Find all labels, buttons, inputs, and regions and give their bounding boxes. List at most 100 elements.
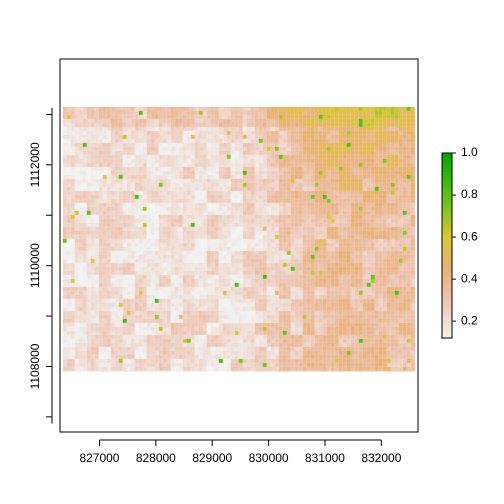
raster-cell — [94, 218, 99, 223]
raster-cell — [198, 174, 203, 179]
raster-cell — [354, 246, 359, 251]
raster-cell — [294, 198, 299, 203]
raster-cell — [358, 234, 363, 239]
raster-cell — [66, 306, 71, 311]
raster-cell — [390, 250, 395, 255]
raster-cell — [130, 202, 135, 207]
raster-cell — [374, 222, 379, 227]
raster-cell — [338, 134, 343, 139]
raster-cell — [210, 314, 215, 319]
raster-cell — [334, 314, 339, 319]
raster-cell — [222, 222, 227, 227]
raster-cell — [150, 214, 155, 219]
raster-cell — [98, 234, 103, 239]
raster-cell — [362, 198, 367, 203]
raster-cell — [302, 286, 307, 291]
raster-cell — [326, 298, 331, 303]
raster-cell — [226, 150, 231, 155]
raster-cell — [306, 238, 311, 243]
raster-cell — [74, 122, 79, 127]
raster-cell — [238, 266, 243, 271]
raster-cell — [286, 214, 291, 219]
raster-cell — [110, 170, 115, 175]
raster-cell — [374, 318, 379, 323]
raster-cell — [190, 226, 195, 231]
raster-cell — [202, 118, 207, 123]
raster-cell — [162, 278, 167, 283]
raster-cell — [386, 138, 391, 143]
raster-cell — [158, 302, 163, 307]
raster-cell — [262, 286, 267, 291]
raster-cell — [138, 182, 143, 187]
raster-cell — [354, 218, 359, 223]
raster-cell — [190, 274, 195, 279]
raster-cell — [410, 122, 415, 127]
raster-cell — [122, 110, 127, 115]
raster-cell — [382, 130, 387, 135]
raster-cell — [66, 310, 71, 315]
raster-cell — [402, 226, 407, 231]
raster-cell — [126, 246, 131, 251]
raster-cell — [274, 190, 279, 195]
raster-cell — [114, 174, 119, 179]
raster-cell — [82, 270, 87, 275]
raster-cell — [398, 210, 403, 215]
raster-cell — [130, 130, 135, 135]
raster-cell — [118, 110, 123, 115]
raster-cell — [346, 138, 351, 143]
raster-cell — [150, 266, 155, 271]
raster-cell — [362, 242, 367, 247]
raster-cell — [98, 226, 103, 231]
raster-cell — [370, 306, 375, 311]
raster-cell — [114, 222, 119, 227]
raster-cell — [358, 166, 363, 171]
raster-cell — [302, 210, 307, 215]
raster-cell — [198, 274, 203, 279]
raster-cell — [214, 302, 219, 307]
raster-cell — [94, 166, 99, 171]
raster-cell — [234, 258, 239, 263]
raster-cell — [122, 246, 127, 251]
raster-cell — [342, 174, 347, 179]
raster-cell — [126, 294, 131, 299]
raster-cell — [170, 246, 175, 251]
raster-cell — [326, 302, 331, 307]
raster-cell — [118, 306, 123, 311]
raster-cell — [298, 238, 303, 243]
raster-cell — [266, 278, 271, 283]
raster-cell — [258, 230, 263, 235]
raster-cell — [82, 130, 87, 135]
raster-cell — [362, 274, 367, 279]
raster-cell — [286, 218, 291, 223]
raster-cell — [322, 226, 327, 231]
raster-cell — [162, 138, 167, 143]
raster-cell — [238, 298, 243, 303]
raster-cell — [158, 246, 163, 251]
raster-cell — [210, 154, 215, 159]
raster-cell — [182, 306, 187, 311]
raster-cell — [114, 290, 119, 295]
raster-cell — [262, 150, 267, 155]
raster-cell — [230, 118, 235, 123]
raster-cell — [406, 198, 411, 203]
raster-cell — [94, 290, 99, 295]
raster-cell — [218, 114, 223, 119]
raster-cell — [410, 294, 415, 299]
raster-cell — [114, 210, 119, 215]
raster-cell — [246, 146, 251, 151]
raster-cell — [390, 162, 395, 167]
raster-cell — [126, 322, 131, 327]
raster-cell — [378, 138, 383, 143]
raster-cell — [334, 290, 339, 295]
raster-cell — [142, 122, 147, 127]
raster-cell — [202, 302, 207, 307]
raster-cell — [174, 234, 179, 239]
raster-cell — [94, 206, 99, 211]
raster-cell — [342, 230, 347, 235]
raster-cell — [114, 134, 119, 139]
raster-cell — [370, 206, 375, 211]
raster-cell — [386, 202, 391, 207]
raster-cell — [358, 238, 363, 243]
raster-cell — [126, 326, 131, 331]
raster-cell — [342, 186, 347, 191]
